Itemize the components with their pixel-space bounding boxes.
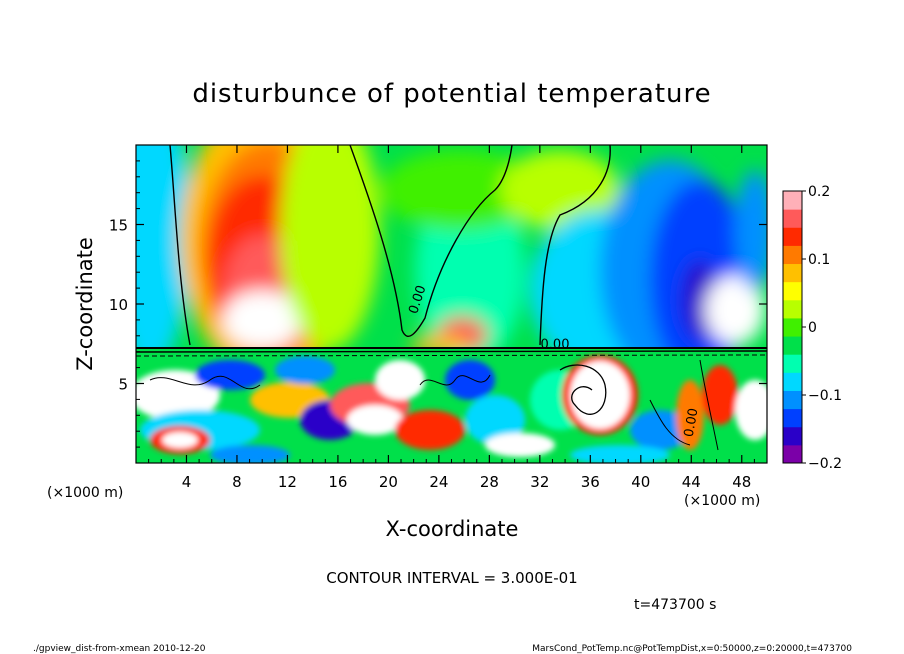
x-tick-label: 20 [379, 473, 398, 491]
colorbar-swatch [783, 426, 802, 446]
time-label: t=473700 s [634, 597, 716, 613]
y-tick-label: 5 [118, 376, 128, 394]
colorbar-tick-label: −0.2 [808, 456, 842, 472]
x-tick-label: 44 [682, 473, 701, 491]
x-tick-label: 12 [278, 473, 297, 491]
y-tick-label: 15 [109, 217, 128, 235]
colorbar: 0.2 0.1 0 −0.1 −0.2 [782, 184, 842, 472]
x-tick-label: 40 [631, 473, 650, 491]
colorbar-swatch [783, 408, 802, 428]
x-tick-label: 48 [732, 473, 751, 491]
colorbar-swatch [783, 209, 802, 228]
x-axis-title: X-coordinate [386, 517, 519, 541]
y-axis: 5 10 15 [109, 160, 767, 448]
x-tick-label: 28 [480, 473, 499, 491]
colorbar-swatch [783, 372, 802, 391]
colorbar-tick-label: 0.2 [808, 184, 830, 200]
footer-left: ./gpview_dist-from-xmean 2010-12-20 [33, 644, 206, 654]
plot-area [136, 145, 767, 463]
x-tick-label: 4 [182, 473, 192, 491]
contour-label: 0.00 [682, 407, 702, 438]
footer-right: MarsCond_PotTemp.nc@PotTempDist,x=0:5000… [532, 644, 852, 654]
colorbar-swatch [783, 317, 802, 337]
x-tick-label: 16 [328, 473, 347, 491]
colorbar-swatch [783, 444, 802, 464]
colorbar-tick-label: −0.1 [808, 388, 842, 404]
contour-label: 0.00 [541, 338, 570, 353]
colorbar-swatch [783, 281, 802, 301]
colorbar-swatch [783, 227, 802, 246]
colorbar-swatch [783, 245, 802, 265]
upper-field [136, 145, 767, 348]
colorbar-swatch [783, 390, 802, 410]
colorbar-swatch [783, 299, 802, 319]
colorbar-tick-label: 0 [808, 320, 817, 336]
colorbar-swatch [783, 354, 802, 373]
lower-field [136, 347, 767, 463]
contour-interval: CONTOUR INTERVAL = 3.000E-01 [326, 569, 577, 587]
x-tick-label: 36 [581, 473, 600, 491]
x-unit-left: (×1000 m) [47, 485, 123, 501]
x-tick-label: 8 [232, 473, 242, 491]
x-tick-label: 32 [530, 473, 549, 491]
colorbar-swatch [783, 336, 802, 355]
x-axis: 4 8 12 16 20 24 28 32 36 40 44 48 [148, 145, 755, 491]
chart-title: disturbunce of potential temperature [192, 79, 711, 109]
x-tick-label: 24 [429, 473, 448, 491]
colorbar-tick-label: 0.1 [808, 252, 830, 268]
y-axis-title: Z-coordinate [73, 237, 97, 371]
colorbar-swatch [783, 191, 802, 210]
y-tick-label: 10 [109, 296, 128, 314]
x-unit-right: (×1000 m) [684, 493, 760, 509]
colorbar-swatch [783, 263, 802, 283]
contour-labels: 0.000.000.00 [406, 284, 701, 439]
